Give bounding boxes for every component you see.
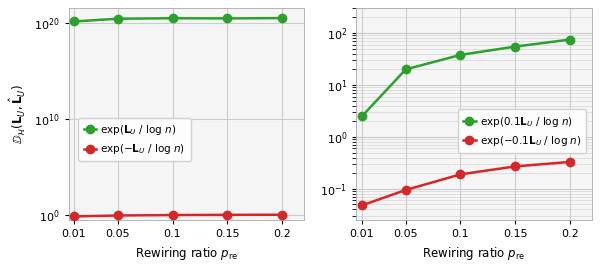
exp(0.1$\mathbf{L}_U$ / log $n$) xyxy=(511,45,518,48)
Legend: exp(0.1$\mathbf{L}_U$ / log $n$), exp($-$0.1$\mathbf{L}_U$ / log $n$): exp(0.1$\mathbf{L}_U$ / log $n$), exp($-… xyxy=(458,109,586,153)
exp($-$0.1$\mathbf{L}_U$ / log $n$) xyxy=(511,165,518,168)
exp($-\mathbf{L}_U$ / log $n$) xyxy=(224,213,231,217)
X-axis label: Rewiring ratio $p_{\mathrm{re}}$: Rewiring ratio $p_{\mathrm{re}}$ xyxy=(134,245,238,262)
Y-axis label: $\mathbb{D}_{\mathcal{H}}(\mathbf{L}_U, \hat{\mathbf{L}}_U)$: $\mathbb{D}_{\mathcal{H}}(\mathbf{L}_U, … xyxy=(8,84,28,144)
exp(0.1$\mathbf{L}_U$ / log $n$) xyxy=(457,53,464,56)
Legend: exp($\mathbf{L}_U$ / log $n$), exp($-\mathbf{L}_U$ / log $n$): exp($\mathbf{L}_U$ / log $n$), exp($-\ma… xyxy=(79,118,191,161)
exp($-$0.1$\mathbf{L}_U$ / log $n$) xyxy=(566,160,574,164)
exp($-\mathbf{L}_U$ / log $n$) xyxy=(70,215,77,218)
X-axis label: Rewiring ratio $p_{\mathrm{re}}$: Rewiring ratio $p_{\mathrm{re}}$ xyxy=(422,245,526,262)
exp(0.1$\mathbf{L}_U$ / log $n$) xyxy=(358,115,365,118)
Line: exp($-\mathbf{L}_U$ / log $n$): exp($-\mathbf{L}_U$ / log $n$) xyxy=(70,211,286,221)
exp(0.1$\mathbf{L}_U$ / log $n$) xyxy=(566,38,574,41)
exp($-$0.1$\mathbf{L}_U$ / log $n$) xyxy=(402,188,409,192)
Line: exp(0.1$\mathbf{L}_U$ / log $n$): exp(0.1$\mathbf{L}_U$ / log $n$) xyxy=(358,35,574,120)
exp($\mathbf{L}_U$ / log $n$) xyxy=(169,17,176,20)
exp($-$0.1$\mathbf{L}_U$ / log $n$) xyxy=(358,204,365,207)
exp($-\mathbf{L}_U$ / log $n$) xyxy=(278,213,286,216)
Line: exp($\mathbf{L}_U$ / log $n$): exp($\mathbf{L}_U$ / log $n$) xyxy=(70,14,286,26)
exp($-$0.1$\mathbf{L}_U$ / log $n$) xyxy=(457,173,464,176)
exp($\mathbf{L}_U$ / log $n$) xyxy=(70,20,77,23)
exp($\mathbf{L}_U$ / log $n$) xyxy=(114,17,121,20)
exp($-\mathbf{L}_U$ / log $n$) xyxy=(169,213,176,217)
exp(0.1$\mathbf{L}_U$ / log $n$) xyxy=(402,68,409,71)
exp($\mathbf{L}_U$ / log $n$) xyxy=(224,17,231,20)
exp($-\mathbf{L}_U$ / log $n$) xyxy=(114,214,121,217)
exp($\mathbf{L}_U$ / log $n$) xyxy=(278,16,286,20)
Line: exp($-$0.1$\mathbf{L}_U$ / log $n$): exp($-$0.1$\mathbf{L}_U$ / log $n$) xyxy=(358,158,574,210)
